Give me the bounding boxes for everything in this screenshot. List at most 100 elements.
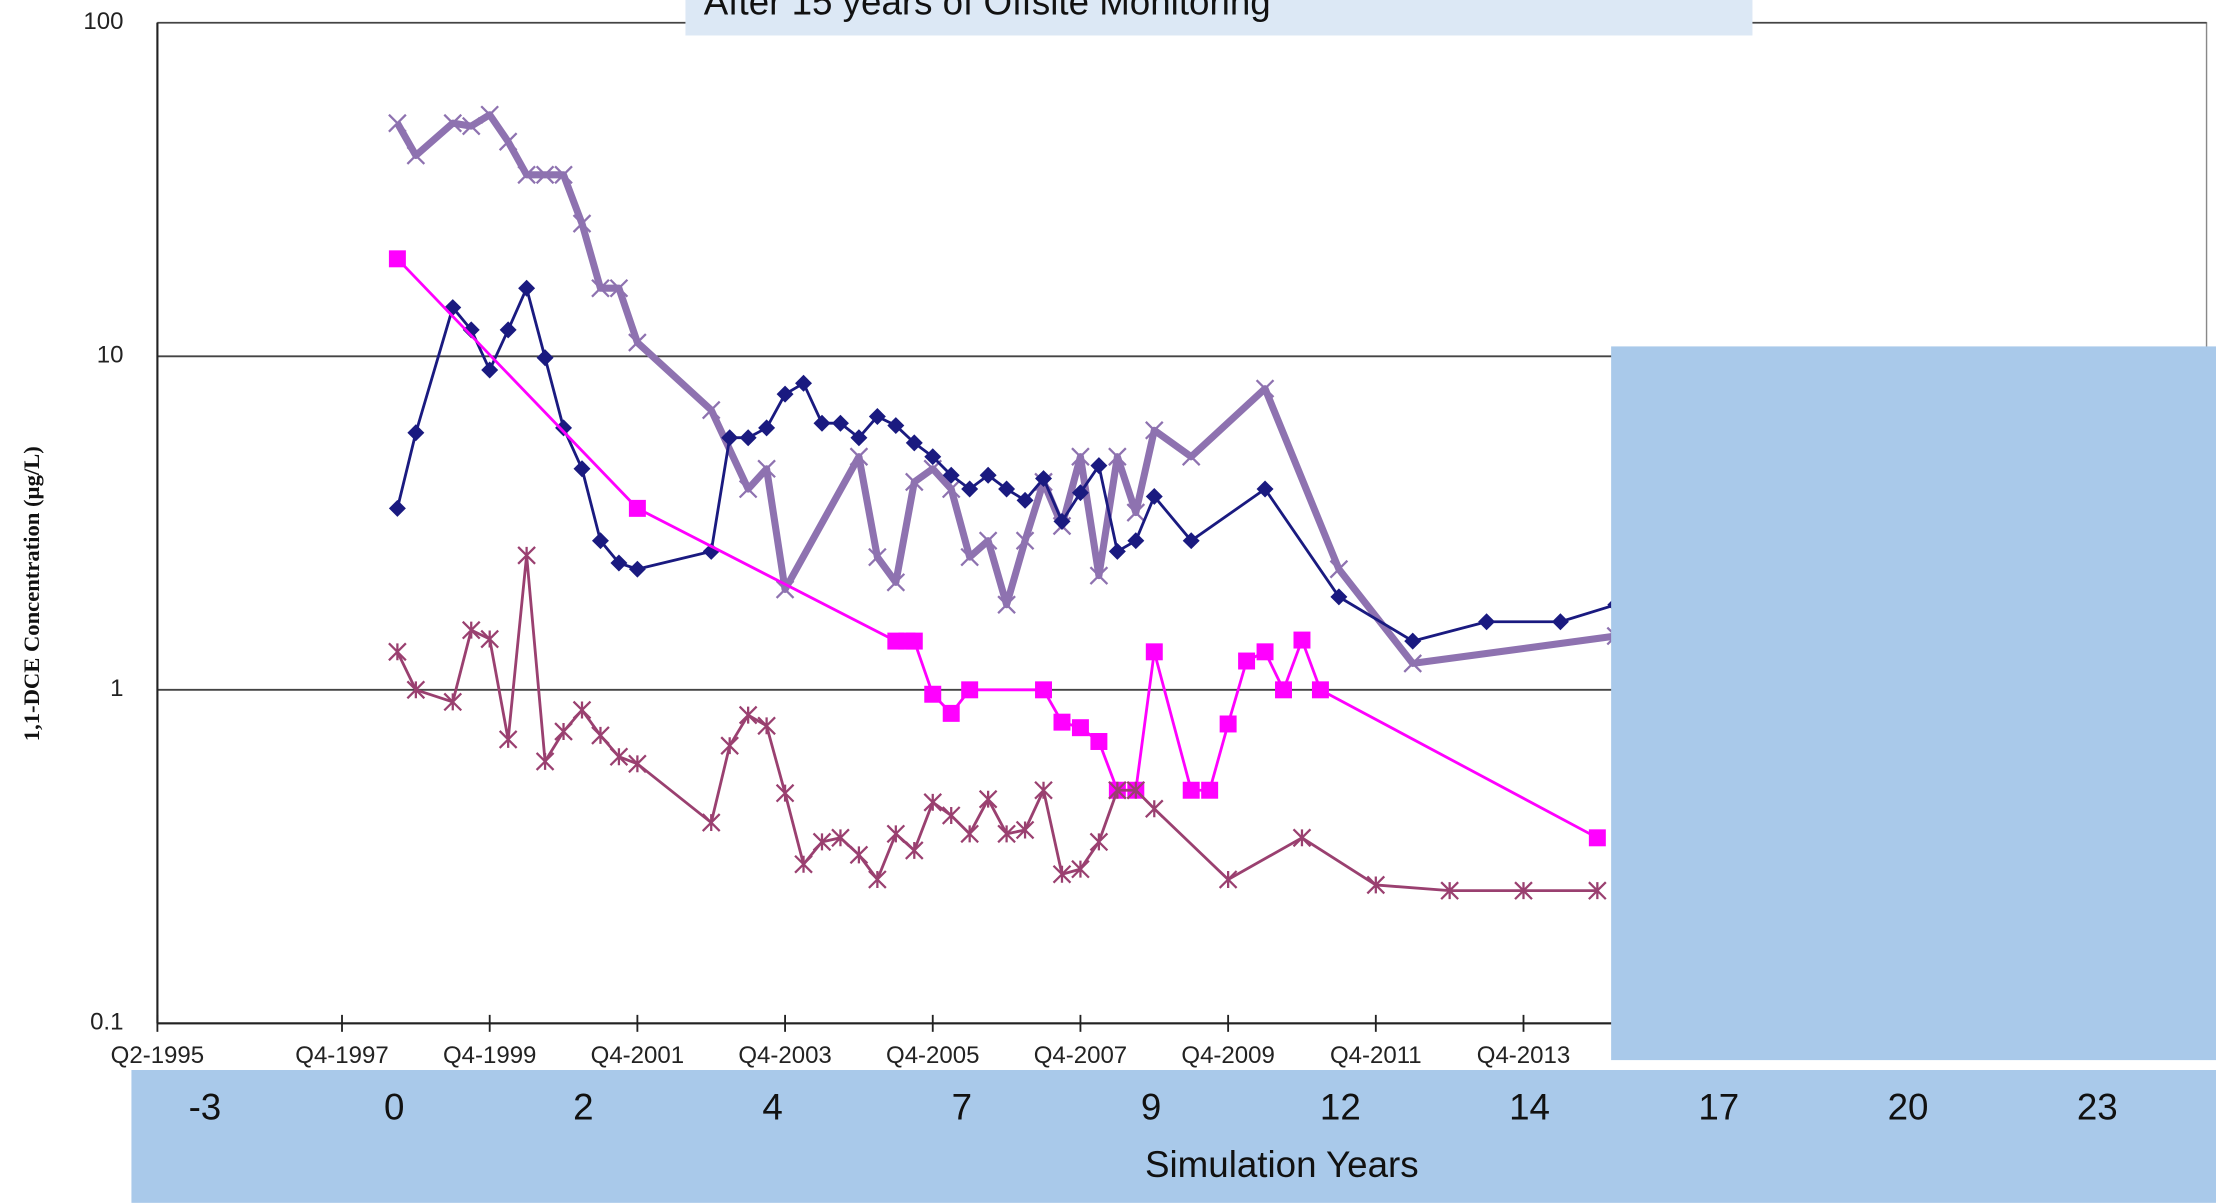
marker	[628, 560, 646, 578]
marker	[1145, 487, 1163, 505]
marker	[555, 419, 573, 437]
marker	[498, 730, 518, 749]
marker	[757, 459, 776, 479]
y-tick-label: 0.1	[90, 1009, 123, 1036]
x-tick-label: Q4-2009	[1181, 1042, 1274, 1069]
marker	[868, 870, 887, 889]
series	[388, 546, 1607, 900]
marker	[480, 105, 499, 125]
marker	[960, 547, 979, 567]
marker	[775, 783, 795, 803]
marker	[1034, 780, 1053, 800]
marker	[572, 700, 592, 720]
marker	[1071, 484, 1089, 502]
marker	[758, 419, 776, 437]
marker	[554, 722, 573, 741]
marker	[481, 361, 499, 379]
marker	[1071, 447, 1090, 466]
marker	[554, 165, 573, 185]
simulation-year-label: 12	[1320, 1086, 1361, 1127]
marker	[591, 726, 610, 745]
marker	[795, 374, 813, 392]
marker	[721, 429, 739, 447]
marker	[997, 595, 1016, 614]
marker	[1218, 870, 1238, 889]
x-tick-label: Q4-2007	[1034, 1042, 1127, 1069]
marker	[1126, 780, 1146, 800]
marker	[573, 460, 591, 478]
marker	[1035, 470, 1052, 488]
marker	[905, 632, 923, 650]
y-tick-label: 1	[110, 675, 123, 702]
marker	[536, 349, 554, 367]
simulation-year-label: 2	[573, 1086, 593, 1127]
x-tick-label: Q4-2005	[886, 1042, 979, 1069]
marker	[1219, 715, 1237, 733]
marker	[738, 705, 758, 725]
marker	[905, 841, 924, 860]
marker	[461, 116, 481, 136]
marker	[812, 832, 832, 852]
marker	[868, 408, 886, 425]
marker	[388, 499, 406, 517]
marker	[609, 747, 629, 767]
marker	[517, 546, 536, 565]
x-title: Simulation Years	[1145, 1144, 1419, 1185]
marker	[941, 479, 961, 499]
marker	[1145, 421, 1164, 440]
marker	[1366, 875, 1386, 895]
marker	[443, 113, 463, 133]
marker	[905, 434, 923, 452]
cover-box	[1611, 346, 2216, 1061]
marker	[720, 736, 739, 755]
marker	[1255, 379, 1275, 398]
marker	[1404, 632, 1422, 650]
x-tick-label: Q4-2011	[1330, 1042, 1422, 1069]
marker	[591, 532, 609, 550]
marker	[628, 333, 647, 352]
marker	[813, 414, 831, 432]
marker	[887, 417, 905, 435]
marker	[572, 214, 592, 233]
marker	[997, 824, 1016, 844]
marker	[923, 793, 943, 812]
marker	[1127, 532, 1145, 550]
marker	[610, 554, 628, 572]
marker	[1201, 781, 1219, 799]
marker	[1053, 512, 1071, 530]
marker	[1292, 828, 1312, 848]
marker	[407, 424, 425, 442]
marker	[942, 466, 960, 484]
simulation-year-label: 0	[384, 1086, 404, 1127]
series	[388, 250, 1606, 847]
marker	[1035, 681, 1052, 699]
marker	[794, 854, 813, 874]
marker	[886, 573, 906, 592]
marker	[609, 278, 629, 298]
series	[388, 105, 1626, 673]
annotation-box	[685, 0, 1753, 36]
marker	[1588, 881, 1607, 900]
x-tick-label: Q4-1999	[443, 1042, 536, 1069]
y-tick-label: 100	[83, 8, 123, 35]
marker	[998, 480, 1016, 498]
marker	[1053, 713, 1071, 731]
simulation-year-label: 14	[1509, 1086, 1550, 1127]
marker	[535, 165, 555, 185]
marker	[739, 429, 757, 447]
y-title: 1,1-DCE Concentration (µg/L)	[19, 446, 44, 741]
marker	[978, 789, 998, 809]
marker	[1181, 447, 1201, 466]
marker	[1090, 733, 1108, 750]
marker	[831, 414, 849, 432]
marker	[628, 754, 647, 774]
marker	[849, 447, 869, 466]
series-line	[394, 111, 1617, 667]
marker	[961, 480, 979, 498]
series-layer	[388, 105, 1626, 900]
marker	[1478, 613, 1496, 631]
marker	[1071, 719, 1089, 737]
marker	[961, 681, 979, 699]
